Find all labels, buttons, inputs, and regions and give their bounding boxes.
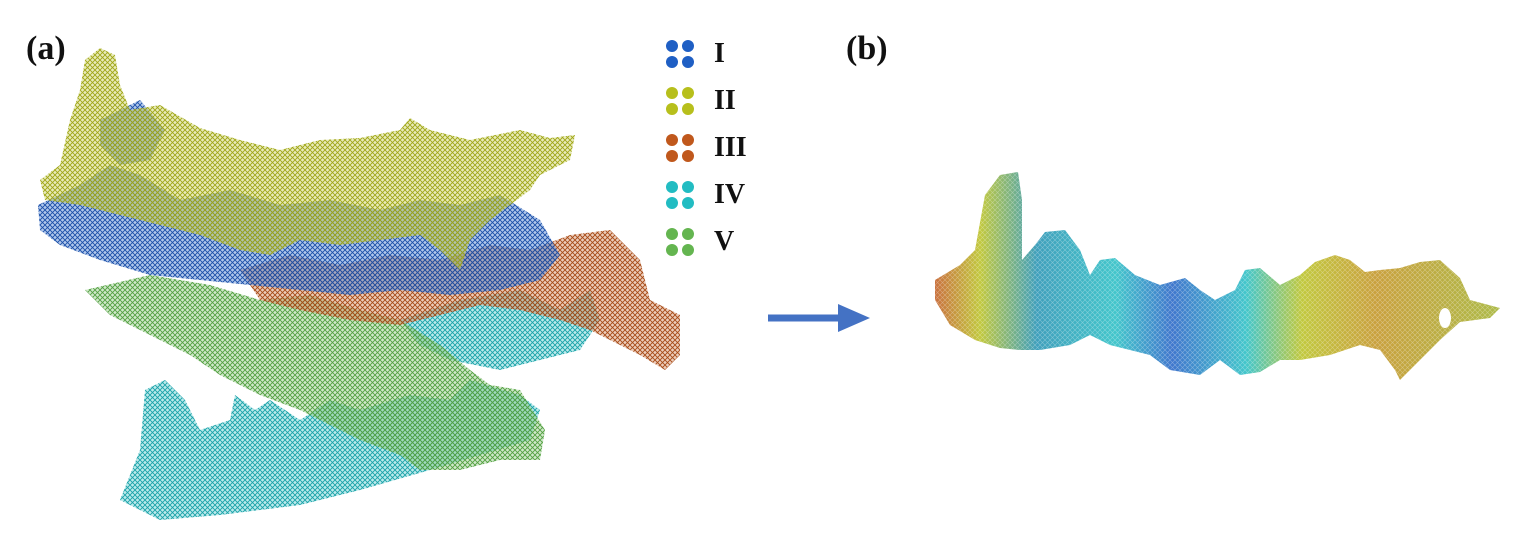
legend: I II III IV V <box>666 30 786 265</box>
legend-swatch-ii <box>666 86 694 115</box>
legend-label: IV <box>714 178 746 210</box>
legend-label: I <box>714 37 725 69</box>
legend-item: II <box>666 77 786 124</box>
legend-item: I <box>666 30 786 77</box>
panel-a-point-clouds <box>38 48 680 520</box>
panel-b-label: (b) <box>846 30 888 67</box>
legend-swatch-i <box>666 39 694 68</box>
cloud-v <box>85 275 545 470</box>
legend-label: II <box>714 84 736 116</box>
legend-item: IV <box>666 171 786 218</box>
transform-arrow <box>768 304 870 332</box>
legend-swatch-iv <box>666 180 694 209</box>
legend-item: III <box>666 124 786 171</box>
legend-label: III <box>714 131 747 163</box>
legend-item: V <box>666 218 786 265</box>
panel-a-label: (a) <box>26 30 66 67</box>
legend-swatch-iii <box>666 133 694 162</box>
panel-b-aligned-cloud <box>935 172 1500 380</box>
cloud-ii <box>40 48 575 270</box>
legend-label: V <box>714 225 735 257</box>
legend-swatch-v <box>666 227 694 256</box>
